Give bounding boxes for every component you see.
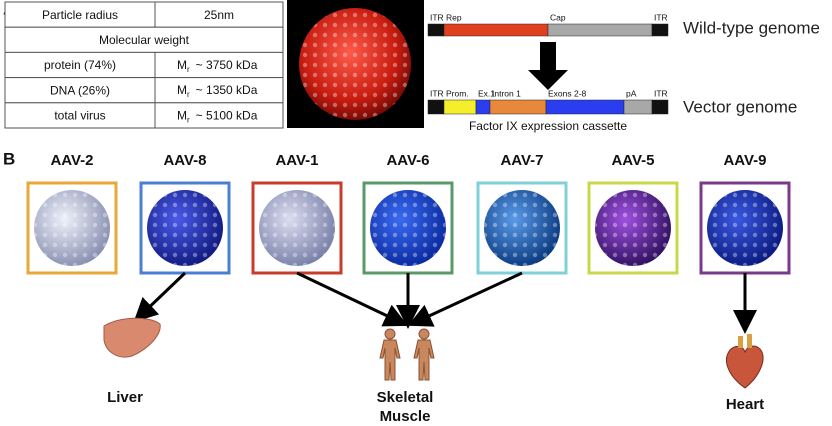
capsid-texture [484, 190, 560, 266]
serotype-label: AAV-5 [611, 152, 654, 169]
serotype-label: AAV-7 [500, 152, 543, 169]
capsid-texture [259, 190, 335, 266]
capsid-texture [707, 190, 783, 266]
segment-label: ITR [654, 88, 668, 98]
subscript: r [187, 90, 190, 99]
tissues: Liver Skeletal Muscle Heart [107, 389, 764, 425]
capsid-texture [370, 190, 446, 266]
serotype-label: AAV-9 [723, 152, 766, 169]
table-row [4, 51, 284, 79]
table: Particle radius 25nm Molecular weight prote… [4, 1, 284, 129]
genome-segment [489, 99, 547, 115]
table-cell: total virus [54, 109, 105, 123]
genome-segment [443, 23, 549, 37]
value: ~ 3750 kDa [196, 58, 258, 72]
segment-label: ITR [654, 12, 668, 22]
tissue-label: Skeletal [377, 389, 434, 406]
symbol: M [177, 109, 187, 123]
muscle-icon [379, 328, 435, 381]
genome-title: Vector genome [683, 97, 797, 116]
segment-label: Cap [550, 12, 566, 22]
serotype-label: AAV-6 [386, 152, 429, 169]
genome-segment [623, 99, 653, 115]
genome-segment [475, 99, 491, 115]
segment-label: Rep [446, 12, 462, 22]
serotype-label: AAV-2 [50, 152, 93, 169]
genome-segment [651, 23, 669, 37]
table-cell: DNA (26%) [50, 83, 110, 97]
table-cell: Mr ~ 3750 kDa [177, 58, 258, 74]
capsid-texture [147, 190, 223, 266]
heart-icon [726, 334, 764, 389]
liver-icon [103, 317, 161, 358]
segment-label: Ex.1 [478, 88, 495, 98]
capsid-texture [595, 190, 671, 266]
table-cell: protein (74%) [44, 58, 116, 72]
genome-segment [545, 99, 625, 115]
serotype-label: AAV-1 [275, 152, 318, 169]
table-cell: Mr ~ 1350 kDa [177, 83, 258, 99]
serotype-label: AAV-8 [163, 152, 206, 169]
genome-segment [427, 99, 445, 115]
serotypes: AAV-2 AAV-8 AAV-1 AAV-6 AAV-7 AAV-5 AAV-9 [26, 152, 791, 275]
segment-label: ITR [430, 12, 444, 22]
segment-label: Intron 1 [492, 88, 521, 98]
wild-type-genome: ITR Rep Cap ITR [427, 12, 669, 37]
symbol: M [177, 58, 187, 72]
tissue-label: Liver [107, 389, 143, 406]
table-row [4, 102, 284, 129]
genome-segment [547, 23, 653, 37]
genome-segment [651, 99, 669, 115]
table-row [4, 77, 284, 104]
tissue-label: Muscle [380, 408, 431, 425]
table-cell: 25nm [204, 8, 234, 22]
arrows [133, 271, 757, 334]
arrow [528, 42, 568, 90]
table-cell: Molecular weight [99, 33, 190, 47]
caption: Factor IX expression cassette [469, 119, 627, 133]
panel-label: B [3, 149, 15, 168]
capsid-texture [34, 190, 110, 266]
genome-title: Wild-type genome [683, 18, 820, 37]
subscript: r [187, 116, 190, 125]
subscript: r [187, 65, 190, 74]
symbol: M [177, 83, 187, 97]
genome-segment [443, 99, 477, 115]
table-cell: Mr ~ 5100 kDa [177, 109, 258, 125]
virus-image [287, 0, 424, 128]
genome-segment [427, 23, 445, 37]
segment-label: pA [626, 88, 637, 98]
segment-label: Prom. [446, 88, 469, 98]
table-row [4, 1, 284, 28]
tissue-label: Heart [726, 396, 764, 413]
value: ~ 1350 kDa [196, 83, 258, 97]
value: ~ 5100 kDa [196, 109, 258, 123]
table-cell: Particle radius [42, 8, 118, 22]
segment-label: ITR [430, 88, 444, 98]
segment-label: Exons 2-8 [548, 88, 587, 98]
